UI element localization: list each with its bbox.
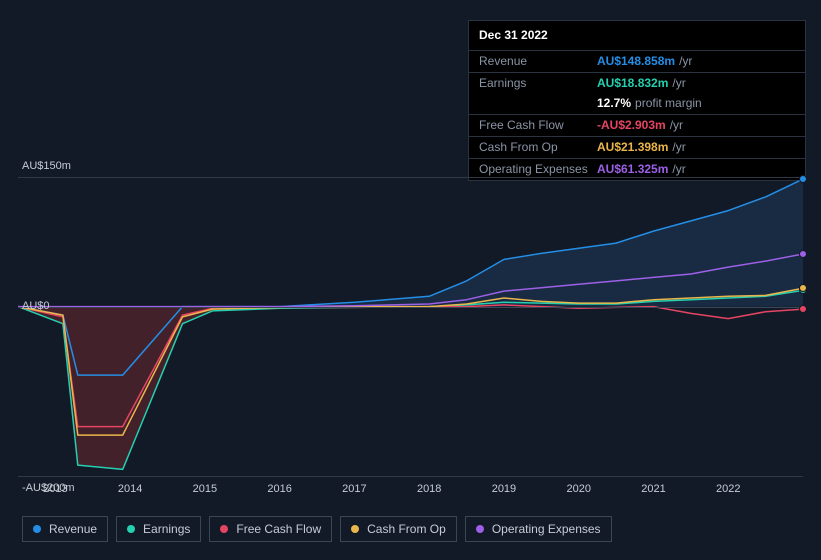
legend-label: Cash From Op [367,522,446,536]
chart-container: Dec 31 2022 RevenueAU$148.858m/yrEarning… [0,0,821,560]
y-axis-label: AU$150m [22,160,71,172]
tooltip-suffix: /yr [672,76,685,90]
x-axis-label: 2022 [716,483,740,495]
x-axis-label: 2020 [566,483,590,495]
legend-label: Operating Expenses [492,522,601,536]
end-dot-cfo [799,284,807,292]
x-axis-label: 2017 [342,483,366,495]
legend-dot-icon [351,525,359,533]
x-axis-label: 2019 [492,483,516,495]
y-axis-label: AU$0 [22,300,50,312]
legend-label: Free Cash Flow [236,522,321,536]
legend-item-fcf[interactable]: Free Cash Flow [209,516,332,542]
legend-item-revenue[interactable]: Revenue [22,516,108,542]
legend-label: Earnings [143,522,190,536]
legend-dot-icon [476,525,484,533]
negative-area [18,307,803,470]
tooltip-row: EarningsAU$18.832m/yr [469,72,805,94]
legend-dot-icon [220,525,228,533]
legend-item-earnings[interactable]: Earnings [116,516,201,542]
x-axis-label: 2021 [641,483,665,495]
x-axis-label: 2015 [193,483,217,495]
tooltip-value: AU$18.832m [597,76,668,90]
zero-gridline [18,307,803,308]
tooltip-value: AU$21.398m [597,140,668,154]
tooltip-value-wrap: -AU$2.903m/yr [597,117,683,134]
tooltip-row: 12.7% profit margin [469,93,805,114]
legend-label: Revenue [49,522,97,536]
tooltip-label: Free Cash Flow [479,117,597,134]
legend-item-cfo[interactable]: Cash From Op [340,516,457,542]
x-axis-label: 2016 [267,483,291,495]
x-axis-label: 2018 [417,483,441,495]
legend-dot-icon [33,525,41,533]
tooltip-value-wrap: AU$148.858m/yr [597,53,692,70]
x-axis-label: 2013 [43,483,67,495]
tooltip-suffix: /yr [670,118,683,132]
end-dot-revenue [799,175,807,183]
plot-svg [18,178,803,478]
tooltip-value-wrap: 12.7% profit margin [597,95,702,112]
revenue-area [18,179,803,307]
tooltip-value: 12.7% [597,96,631,110]
plot-area[interactable] [18,177,803,477]
tooltip-value-wrap: AU$21.398m/yr [597,139,686,156]
tooltip-value: AU$148.858m [597,54,675,68]
tooltip-suffix: profit margin [635,96,702,110]
tooltip-label [479,95,597,112]
end-dot-fcf [799,305,807,313]
end-dot-opex [799,250,807,258]
tooltip-value-wrap: AU$18.832m/yr [597,75,686,92]
tooltip-suffix: /yr [679,54,692,68]
tooltip-label: Cash From Op [479,139,597,156]
tooltip-date: Dec 31 2022 [469,21,805,50]
tooltip-row: Free Cash Flow-AU$2.903m/yr [469,114,805,136]
tooltip-row: RevenueAU$148.858m/yr [469,50,805,72]
tooltip-suffix: /yr [672,140,685,154]
tooltip-label: Revenue [479,53,597,70]
legend: Revenue Earnings Free Cash Flow Cash From O… [22,516,612,542]
legend-item-opex[interactable]: Operating Expenses [465,516,612,542]
tooltip-label: Earnings [479,75,597,92]
tooltip-value: -AU$2.903m [597,118,666,132]
legend-dot-icon [127,525,135,533]
chart-area: AU$150mAU$0-AU$200m201320142015201620172… [0,155,821,500]
x-axis-label: 2014 [118,483,142,495]
